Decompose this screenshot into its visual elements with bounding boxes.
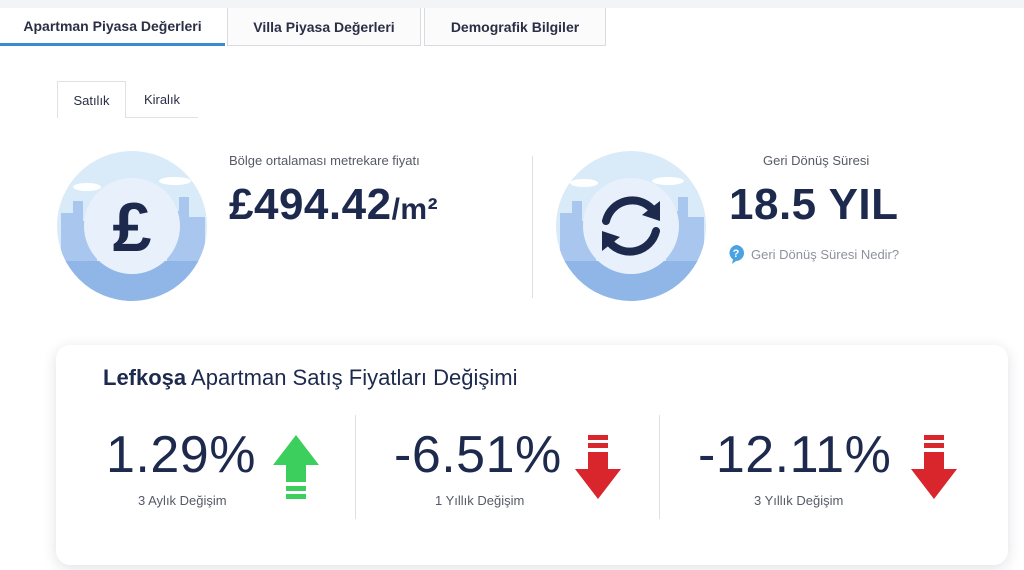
- refresh-icon: [556, 151, 706, 301]
- metric-value: -6.51%: [394, 426, 562, 484]
- metric-1-year: -6.51% 1 Yıllık Değişim: [394, 415, 694, 525]
- metric-value: 1.29%: [106, 426, 256, 484]
- price-change-card: Lefkoşa Apartman Satış Fiyatları Değişim…: [56, 345, 1008, 565]
- top-strip: [0, 0, 1024, 8]
- metric-divider: [659, 415, 660, 519]
- return-value: 18.5 YIL: [729, 180, 899, 229]
- help-link[interactable]: ? Geri Dönüş Süresi Nedir?: [727, 244, 899, 264]
- price-label: Bölge ortalaması metrekare fiyatı: [229, 153, 420, 168]
- arrow-down-icon: [911, 435, 957, 499]
- metric-3-year: -12.11% 3 Yıllık Değişim: [698, 415, 998, 525]
- metric-label: 3 Aylık Değişim: [138, 493, 227, 508]
- metric-divider: [355, 415, 356, 519]
- arrow-up-icon: [273, 435, 319, 499]
- tab-demografik[interactable]: Demografik Bilgiler: [424, 8, 606, 46]
- svg-text:?: ?: [733, 248, 740, 260]
- price-value: £494.42/m²: [229, 180, 439, 229]
- main-tabs: Apartman Piyasa Değerleri Villa Piyasa D…: [0, 8, 606, 46]
- question-icon: ?: [729, 245, 744, 264]
- return-label: Geri Dönüş Süresi: [763, 153, 870, 168]
- subtab-satilik[interactable]: Satılık: [57, 81, 126, 118]
- metric-3-month: 1.29% 3 Aylık Değişim: [106, 415, 406, 525]
- svg-text:£: £: [113, 188, 152, 266]
- subtab-kiralik[interactable]: Kiralık: [126, 81, 198, 118]
- arrow-down-icon: [575, 435, 621, 499]
- stat-divider: [532, 156, 533, 298]
- tab-villa-piyasa[interactable]: Villa Piyasa Değerleri: [227, 8, 421, 46]
- sub-tabs: Satılık Kiralık: [57, 81, 198, 118]
- help-text: Geri Dönüş Süresi Nedir?: [751, 246, 900, 262]
- card-title: Lefkoşa Apartman Satış Fiyatları Değişim…: [103, 365, 518, 390]
- metric-label: 1 Yıllık Değişim: [435, 493, 525, 508]
- metric-label: 3 Yıllık Değişim: [754, 493, 844, 508]
- tab-apartman-piyasa[interactable]: Apartman Piyasa Değerleri: [0, 8, 225, 46]
- pound-icon: £: [57, 151, 207, 301]
- metric-value: -12.11%: [698, 426, 892, 484]
